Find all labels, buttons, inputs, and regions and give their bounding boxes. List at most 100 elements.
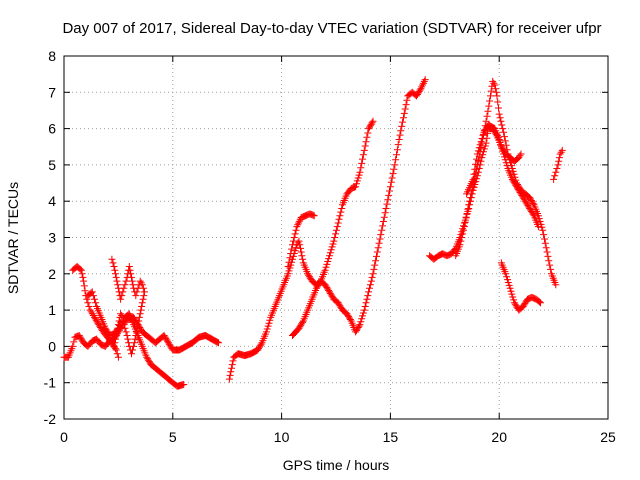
data-point: [137, 325, 145, 333]
data-point: [366, 281, 374, 289]
data-point: [541, 239, 549, 247]
data-point: [521, 300, 529, 308]
data-point: [503, 162, 511, 170]
data-point: [111, 266, 119, 274]
data-point: [97, 325, 105, 333]
data-point: [519, 303, 527, 310]
data-point: [509, 167, 517, 175]
data-point: [102, 326, 110, 334]
data-point: [512, 181, 520, 189]
data-point: [354, 324, 362, 331]
data-point: [458, 234, 466, 241]
data-point: [505, 281, 513, 289]
data-point: [125, 263, 133, 270]
data-point: [510, 299, 518, 307]
data-point: [128, 273, 135, 281]
data-point: [355, 322, 363, 330]
data-point: [127, 270, 135, 278]
data-point: [460, 226, 467, 234]
data-point: [457, 231, 465, 239]
data-point: [414, 89, 422, 97]
data-point: [227, 368, 235, 376]
data-point: [373, 248, 381, 256]
data-point: [520, 301, 528, 309]
data-point: [366, 123, 373, 131]
data-point: [92, 316, 100, 324]
data-point: [400, 114, 407, 122]
data-point: [417, 85, 425, 93]
data-point: [471, 165, 479, 173]
data-point: [360, 306, 368, 314]
data-point: [555, 154, 563, 162]
data-point: [465, 201, 473, 209]
data-point: [402, 101, 410, 109]
data-point: [535, 215, 543, 223]
data-point: [480, 128, 488, 136]
data-point: [382, 205, 390, 212]
data-point: [352, 183, 360, 191]
data-point: [546, 261, 554, 269]
data-point: [364, 292, 372, 300]
data-point: [395, 136, 403, 143]
data-point: [516, 152, 524, 160]
data-point: [295, 324, 303, 332]
data-point: [322, 282, 330, 290]
data-point: [515, 154, 523, 162]
data-point: [378, 226, 386, 234]
data-point: [551, 172, 559, 180]
data-point: [396, 131, 404, 139]
y-tick-label: 2: [48, 266, 56, 282]
data-point: [112, 273, 120, 281]
y-tick-label: -1: [44, 375, 57, 391]
data-point: [324, 258, 332, 265]
data-point: [228, 364, 236, 372]
data-point: [291, 247, 299, 255]
data-point: [305, 271, 313, 279]
satellite-track-6: [284, 210, 318, 270]
data-point: [415, 88, 423, 96]
data-point: [369, 117, 377, 125]
data-point: [352, 328, 360, 336]
data-point: [366, 122, 374, 130]
y-tick-label: 8: [48, 48, 56, 64]
data-point: [497, 117, 505, 125]
data-point: [310, 212, 318, 220]
data-point: [476, 141, 484, 149]
data-point: [225, 375, 233, 383]
data-point: [552, 168, 560, 176]
data-point: [138, 299, 146, 307]
data-point: [326, 249, 334, 257]
data-point: [556, 150, 564, 158]
data-point: [357, 164, 365, 172]
data-point: [553, 165, 561, 172]
data-point: [503, 273, 511, 281]
data-point: [520, 194, 528, 202]
data-point: [117, 310, 125, 318]
data-point: [228, 361, 236, 369]
data-point: [138, 303, 146, 310]
data-point: [256, 342, 264, 350]
data-point: [496, 138, 504, 146]
data-point: [132, 292, 140, 300]
data-point: [136, 277, 144, 285]
data-point: [113, 328, 121, 336]
data-point: [387, 178, 395, 186]
data-point: [265, 319, 273, 327]
data-point: [114, 321, 122, 329]
data-point: [298, 252, 306, 260]
data-point: [504, 279, 512, 286]
data-point: [401, 105, 409, 113]
data-point: [292, 226, 300, 234]
data-point: [329, 240, 337, 248]
data-point: [133, 288, 141, 296]
data-point: [229, 357, 237, 365]
data-point: [133, 328, 140, 336]
y-tick-label: 0: [48, 338, 56, 354]
data-point: [125, 339, 133, 347]
data-point: [499, 147, 507, 155]
data-point: [420, 79, 427, 87]
data-point: [459, 230, 467, 238]
data-point: [501, 137, 509, 145]
data-point: [528, 198, 536, 206]
